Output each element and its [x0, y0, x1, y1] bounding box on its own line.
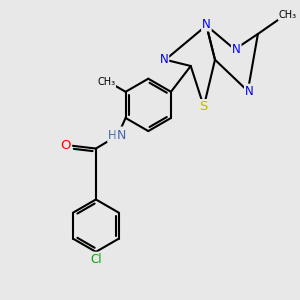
Text: H: H: [108, 129, 117, 142]
Text: H: H: [110, 129, 118, 139]
Text: O: O: [61, 139, 71, 152]
Text: CH₃: CH₃: [97, 77, 115, 88]
Text: N: N: [202, 17, 211, 31]
Text: N: N: [232, 43, 241, 56]
Text: N: N: [116, 129, 126, 142]
Text: CH₃: CH₃: [279, 10, 297, 20]
Text: N: N: [116, 128, 125, 140]
Text: N: N: [245, 85, 254, 98]
Text: Cl: Cl: [90, 253, 102, 266]
Text: S: S: [200, 100, 208, 113]
Text: N: N: [160, 53, 168, 66]
